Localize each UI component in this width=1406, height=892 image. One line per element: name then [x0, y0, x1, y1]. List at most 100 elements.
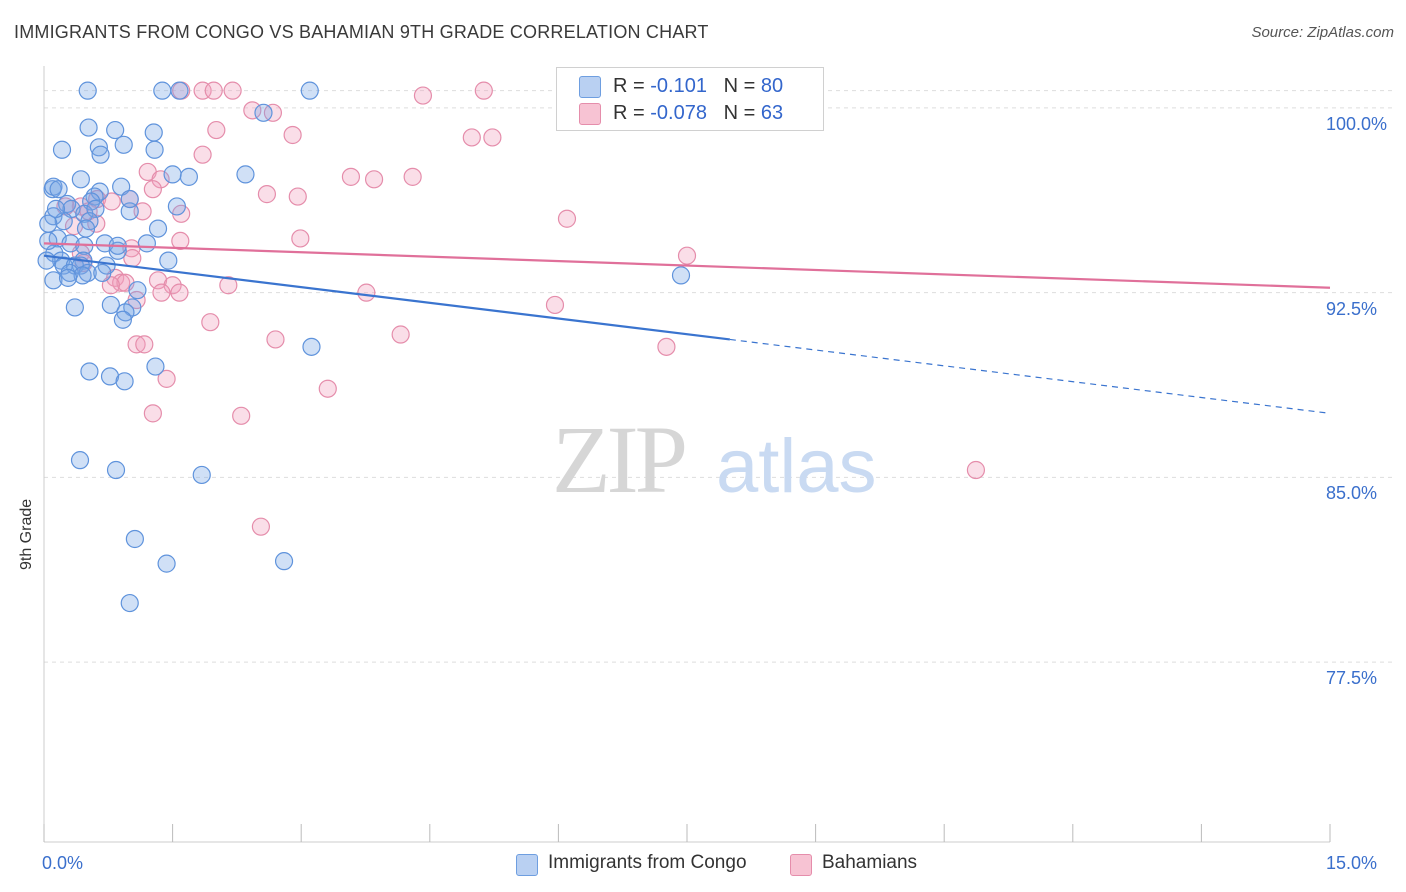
data-point [145, 140, 164, 159]
data-point [657, 337, 676, 356]
data-point [39, 231, 58, 251]
legend-swatch-blue [579, 76, 601, 98]
data-point [341, 167, 361, 186]
data-point [364, 170, 384, 189]
data-point [87, 214, 106, 233]
legend-r-label: R = [613, 102, 651, 124]
data-point [483, 128, 502, 147]
legend-label-bahamians: Bahamians [822, 852, 918, 873]
y-tick-label: 77.5% [1326, 668, 1378, 689]
correlation-legend: R = -0.101 N = 80 R = -0.078 N = 63 [556, 67, 824, 131]
data-point [70, 451, 90, 470]
data-point [37, 251, 56, 270]
data-point [170, 81, 189, 100]
data-point [152, 283, 171, 302]
data-point [163, 276, 182, 295]
data-point [257, 185, 277, 204]
data-point [127, 335, 146, 354]
data-point [207, 120, 226, 140]
data-point [106, 120, 125, 140]
y-tick-label: 92.5% [1326, 298, 1378, 319]
data-point [76, 219, 96, 238]
data-point [58, 268, 78, 287]
data-point [677, 246, 697, 265]
data-point [462, 128, 481, 147]
data-point [112, 177, 131, 196]
data-point [170, 283, 189, 302]
data-point [193, 145, 212, 164]
data-point [114, 135, 133, 154]
data-point [71, 170, 90, 189]
data-point [44, 271, 63, 290]
data-point [135, 335, 154, 354]
data-point [101, 295, 120, 315]
series-bahamians [56, 79, 986, 536]
data-point [133, 202, 152, 221]
data-point [204, 81, 223, 100]
chart-title: IMMIGRANTS FROM CONGO VS BAHAMIAN 9TH GR… [14, 22, 709, 42]
data-point [128, 281, 147, 300]
data-point [49, 180, 68, 199]
data-point [143, 180, 162, 199]
data-point [413, 86, 433, 105]
data-point [116, 303, 135, 322]
data-point [232, 406, 251, 425]
data-point [219, 276, 238, 295]
data-point [46, 199, 66, 218]
data-point [153, 81, 172, 100]
data-point [157, 369, 176, 388]
data-point [391, 325, 410, 344]
data-point [291, 229, 310, 248]
legend-n-value: 80 [760, 75, 784, 97]
trend-lines [43, 242, 1331, 414]
watermark-atlas: atlas [716, 424, 877, 509]
data-point [557, 209, 577, 228]
data-point [79, 118, 98, 137]
legend-label-congo: Immigrants from Congo [548, 852, 747, 873]
data-point [120, 593, 139, 613]
y-axis-label-wrap: 9th Grade [18, 498, 38, 580]
data-point [148, 219, 168, 238]
data-point [159, 251, 178, 270]
legend-swatch-blue [516, 854, 538, 876]
data-point [102, 192, 121, 211]
legend-r-label: R = [613, 75, 651, 97]
data-point [254, 103, 273, 122]
data-point [243, 101, 262, 120]
trend-line-bahamians [43, 242, 1331, 289]
y-axis-label: 9th Grade [18, 498, 35, 570]
data-point [143, 404, 162, 423]
data-point [125, 529, 144, 549]
watermark-zip: ZIP [552, 406, 685, 513]
legend-n-value: 63 [760, 102, 784, 124]
legend-r-value: -0.101 [650, 75, 707, 97]
data-point [93, 263, 112, 283]
data-point [52, 140, 72, 159]
legend-swatch-pink [790, 854, 812, 876]
data-point [223, 81, 242, 100]
data-point [403, 167, 422, 186]
data-point [39, 214, 58, 233]
data-point [167, 197, 186, 216]
y-tick-label: 85.0% [1326, 483, 1378, 504]
data-point [545, 295, 565, 315]
data-point [300, 81, 319, 100]
legend-r-value: -0.078 [650, 102, 707, 124]
data-point [302, 337, 321, 356]
data-point [179, 167, 198, 186]
trend-line-congo [43, 254, 730, 341]
source-label: Source: ZipAtlas.com [1251, 24, 1394, 41]
data-point [251, 517, 271, 536]
data-point [157, 554, 176, 573]
data-point [89, 138, 108, 157]
data-point [106, 460, 126, 480]
data-point [65, 298, 84, 317]
trend-line-congo-projection [729, 338, 1331, 414]
x-tick-max: 15.0% [1326, 853, 1378, 873]
series-congo [37, 81, 691, 613]
data-point [80, 362, 99, 381]
data-point [115, 372, 134, 391]
data-point [201, 313, 220, 332]
data-point [73, 266, 92, 285]
